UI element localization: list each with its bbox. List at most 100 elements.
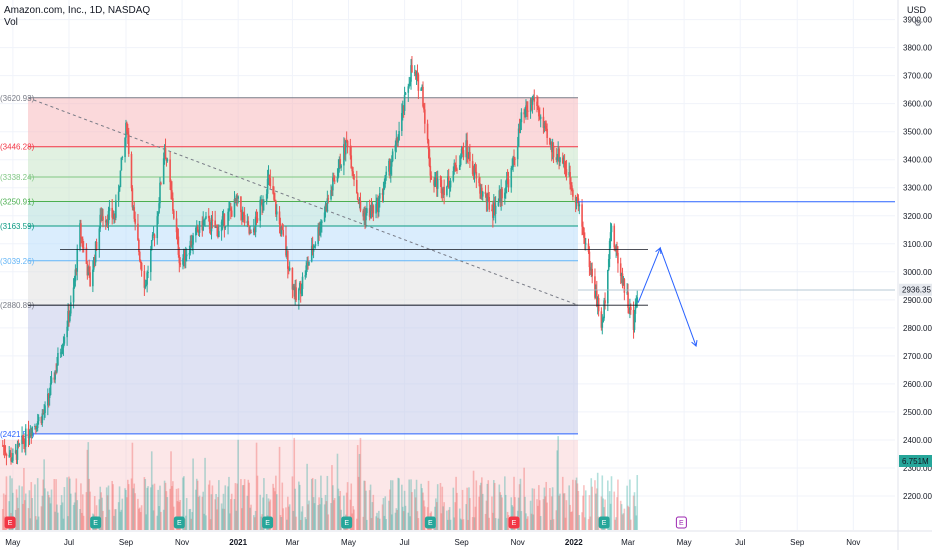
candle-body (9, 452, 11, 456)
volume-bar (242, 485, 245, 530)
volume-bar (401, 506, 404, 530)
candle-body (85, 247, 88, 264)
earnings-marker (598, 516, 610, 529)
candle-body (95, 241, 98, 250)
volume-bar (518, 484, 521, 530)
candle-body (362, 210, 365, 217)
volume-indicator-label[interactable]: Vol (4, 17, 18, 28)
volume-bar (313, 503, 316, 530)
earnings-marker-letter: E (602, 520, 607, 527)
volume-bar (307, 504, 309, 530)
time-tick-label: Nov (846, 538, 860, 547)
price-tick-label: 3300.00 (903, 184, 932, 193)
volume-bar (506, 511, 509, 530)
candle-body (416, 73, 419, 75)
candle-body (452, 170, 455, 181)
volume-bar (338, 496, 341, 530)
candle-body (269, 178, 272, 187)
candle-body (600, 311, 603, 328)
price-tick-label: 3500.00 (903, 128, 932, 137)
volume-bar (28, 490, 31, 530)
volume-bar (366, 519, 368, 530)
volume-bar (125, 490, 127, 530)
candle-body (435, 176, 438, 189)
candle-body (223, 213, 226, 229)
candle-body (538, 116, 541, 119)
price-tick-label: 3000.00 (903, 268, 932, 277)
volume-bar (124, 488, 126, 530)
earnings-marker (173, 516, 185, 529)
candle-body (557, 148, 559, 158)
fib-level-label: (2880.89) (0, 301, 35, 310)
volume-bar (31, 498, 33, 530)
volume-bar (581, 512, 583, 530)
candle-body (516, 146, 519, 160)
volume-bar (42, 479, 45, 530)
volume-bar (358, 453, 361, 530)
volume-bar (407, 512, 410, 530)
volume-bar (218, 480, 220, 530)
volume-bar (192, 458, 194, 530)
volume-bar (531, 488, 534, 530)
volume-bar (184, 515, 187, 530)
volume-bar (16, 497, 19, 530)
candle-body (619, 263, 622, 277)
volume-bar (415, 479, 418, 530)
volume-bar (447, 509, 450, 530)
candle-body (453, 162, 456, 171)
volume-bar (178, 501, 181, 530)
candle-body (8, 455, 10, 457)
price-tick-label: 3900.00 (903, 16, 932, 25)
volume-bar (324, 494, 327, 530)
volume-bar (372, 494, 375, 530)
volume-bar (384, 496, 387, 530)
volume-bar (355, 518, 358, 530)
volume-bar (539, 516, 542, 530)
last-price-value: 2936.35 (902, 286, 931, 295)
volume-bar (371, 502, 374, 530)
candle-body (542, 116, 545, 128)
candle-body (501, 188, 503, 199)
volume-bar (234, 483, 237, 530)
volume-bar (610, 476, 613, 530)
volume-bar (389, 489, 391, 530)
gear-icon[interactable]: ⚙ (913, 18, 922, 28)
candle-body (370, 206, 373, 211)
candle-body (53, 377, 56, 380)
candle-body (333, 180, 336, 182)
volume-bar (34, 484, 36, 530)
volume-bar (130, 478, 133, 530)
candle-body (247, 221, 250, 226)
volume-bar (390, 480, 392, 530)
volume-bar (627, 505, 629, 530)
candle-body (439, 178, 442, 181)
volume-bar (69, 478, 71, 530)
volume-bar (619, 500, 622, 530)
candle-body (428, 149, 431, 166)
volume-bar (411, 492, 413, 530)
candle-body (486, 193, 489, 203)
candle-body (137, 223, 139, 240)
candle-body (435, 176, 437, 182)
candle-body (498, 190, 501, 203)
candle-body (351, 168, 353, 172)
volume-bar (215, 494, 217, 530)
candle-body (228, 208, 230, 212)
price-tick-label: 2700.00 (903, 352, 932, 361)
candle-body (575, 197, 578, 203)
volume-bar (584, 517, 586, 530)
candle-body (209, 229, 212, 232)
candle-body (620, 273, 623, 277)
candle-body (273, 193, 275, 200)
volume-bar (595, 493, 597, 530)
candle-body (230, 208, 232, 211)
volume-bar (121, 498, 124, 530)
candle-body (138, 251, 141, 261)
candle-body (410, 65, 412, 82)
candle-body (250, 232, 252, 234)
candle-body (556, 157, 559, 161)
volume-bar (417, 518, 420, 530)
volume-bar (101, 497, 103, 530)
candle-body (595, 289, 597, 298)
